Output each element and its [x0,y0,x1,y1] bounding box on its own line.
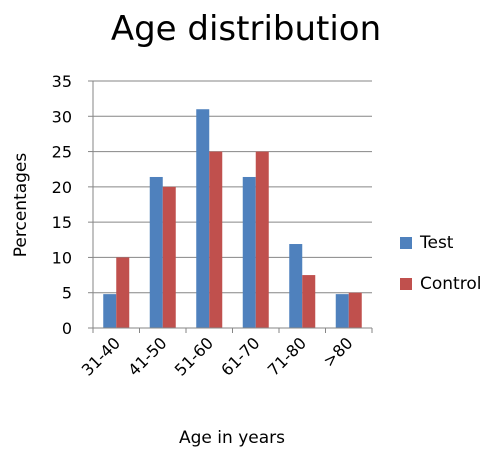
x-tick-label: >80 [319,333,356,370]
bar-test-51-60 [196,109,210,328]
legend-label-test: Test [419,233,454,253]
bar-control-61-70 [255,151,269,328]
x-tick-labels: 31-40 41-50 51-60 61-70 71-80 >80 [78,333,357,379]
y-tick-label: 0 [62,319,72,338]
y-tick-label: 25 [52,143,72,162]
y-tick-label: 5 [62,284,72,303]
legend-swatch-test [400,237,412,249]
bar-test-71-80 [289,244,303,328]
x-tick-label: 61-70 [217,333,263,379]
gridlines [93,80,372,294]
legend-label-control: Control [420,274,481,294]
y-tick-labels: 0 5 10 15 20 25 30 35 [52,72,72,338]
axes [88,80,373,333]
bar-control-41-50 [162,186,176,328]
y-tick-label: 30 [52,107,72,126]
bar-control-31-40 [116,257,130,328]
y-tick-label: 10 [52,248,72,267]
x-tick-label: 51-60 [171,333,217,379]
y-tick-label: 20 [52,178,72,197]
x-tick-label: 71-80 [264,333,310,379]
chart-title: Age distribution [111,9,381,49]
y-tick-label: 35 [52,72,72,91]
bar-test-31-40 [103,294,117,328]
bar-control-71-80 [302,275,316,328]
legend: Test Control [400,233,481,294]
y-axis-title: Percentages [11,153,31,258]
bar-test->80 [335,294,349,328]
x-tick-label: 31-40 [78,333,124,379]
bar-test-61-70 [242,176,256,328]
x-tick-label: 41-50 [124,333,170,379]
legend-swatch-control [400,278,412,290]
bar-control-51-60 [209,151,223,328]
bar-control->80 [348,292,362,328]
bar-test-41-50 [149,176,163,328]
x-axis-title: Age in years [179,428,285,448]
y-tick-label: 15 [52,213,72,232]
bars [103,109,362,328]
